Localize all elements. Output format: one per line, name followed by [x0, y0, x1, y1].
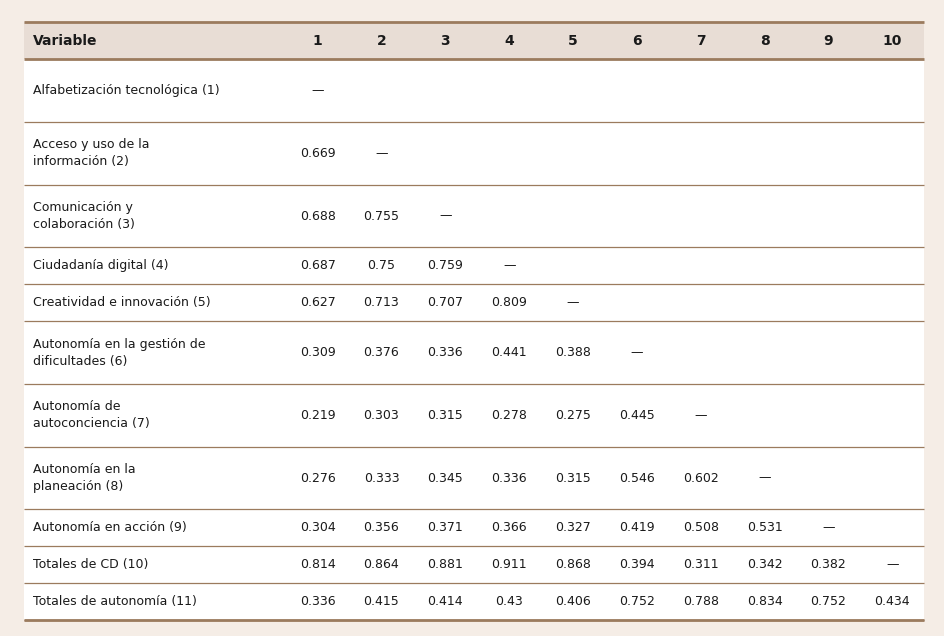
Text: 0.602: 0.602	[683, 471, 717, 485]
Text: 0.345: 0.345	[427, 471, 463, 485]
Bar	[24, 384, 923, 446]
Text: 0.311: 0.311	[683, 558, 717, 571]
Text: Autonomía de
autoconciencia (7): Autonomía de autoconciencia (7)	[33, 400, 150, 431]
Text: 0.414: 0.414	[427, 595, 463, 608]
Text: 0.309: 0.309	[299, 346, 335, 359]
Text: —: —	[821, 522, 834, 534]
Bar	[24, 122, 923, 184]
Text: 0.376: 0.376	[363, 346, 399, 359]
Text: 1: 1	[312, 34, 322, 48]
Text: 0.434: 0.434	[873, 595, 909, 608]
Bar	[24, 22, 923, 59]
Text: 0.508: 0.508	[682, 522, 718, 534]
Bar	[24, 184, 923, 247]
Text: 0.303: 0.303	[363, 409, 399, 422]
Text: Alfabetización tecnológica (1): Alfabetización tecnológica (1)	[33, 84, 219, 97]
Text: 0.75: 0.75	[367, 259, 395, 272]
Text: 0.356: 0.356	[363, 522, 399, 534]
Text: 0.788: 0.788	[682, 595, 718, 608]
Text: —: —	[694, 409, 706, 422]
Text: 0.382: 0.382	[810, 558, 846, 571]
Text: —: —	[566, 296, 579, 309]
Text: 0.864: 0.864	[363, 558, 399, 571]
Text: 0.43: 0.43	[495, 595, 522, 608]
Bar	[24, 59, 923, 122]
Text: Totales de CD (10): Totales de CD (10)	[33, 558, 148, 571]
Text: 0.327: 0.327	[554, 522, 590, 534]
Text: 0.752: 0.752	[810, 595, 846, 608]
Text: —: —	[502, 259, 514, 272]
Bar	[24, 509, 923, 546]
Text: 2: 2	[377, 34, 386, 48]
Text: 0.371: 0.371	[427, 522, 463, 534]
Text: 0.333: 0.333	[363, 471, 399, 485]
Text: 0.809: 0.809	[491, 296, 527, 309]
Text: 10: 10	[882, 34, 901, 48]
Text: 0.336: 0.336	[299, 595, 335, 608]
Text: 0.911: 0.911	[491, 558, 527, 571]
Text: 0.278: 0.278	[491, 409, 527, 422]
Text: 0.366: 0.366	[491, 522, 527, 534]
Text: Autonomía en acción (9): Autonomía en acción (9)	[33, 522, 187, 534]
Bar	[24, 583, 923, 620]
Text: 0.219: 0.219	[299, 409, 335, 422]
Text: 9: 9	[823, 34, 833, 48]
Text: 0.759: 0.759	[427, 259, 463, 272]
Bar	[24, 247, 923, 284]
Text: 0.415: 0.415	[363, 595, 399, 608]
Text: 6: 6	[632, 34, 641, 48]
Text: 0.687: 0.687	[299, 259, 335, 272]
Text: 0.315: 0.315	[554, 471, 590, 485]
Text: 0.336: 0.336	[491, 471, 527, 485]
Text: Variable: Variable	[33, 34, 97, 48]
Text: 0.688: 0.688	[299, 209, 335, 223]
Text: Autonomía en la
planeación (8): Autonomía en la planeación (8)	[33, 463, 136, 493]
Text: 0.707: 0.707	[427, 296, 463, 309]
Text: 0.445: 0.445	[618, 409, 654, 422]
Text: 0.419: 0.419	[618, 522, 654, 534]
Text: 0.669: 0.669	[299, 147, 335, 160]
Text: —: —	[439, 209, 451, 223]
Text: 0.336: 0.336	[427, 346, 463, 359]
Text: —: —	[311, 84, 324, 97]
Text: 0.315: 0.315	[427, 409, 463, 422]
Text: 0.546: 0.546	[618, 471, 654, 485]
Text: 0.304: 0.304	[299, 522, 335, 534]
Text: 0.388: 0.388	[554, 346, 590, 359]
Text: 0.752: 0.752	[618, 595, 654, 608]
Text: Autonomía en la gestión de
dificultades (6): Autonomía en la gestión de dificultades …	[33, 338, 206, 368]
Text: Ciudadanía digital (4): Ciudadanía digital (4)	[33, 259, 168, 272]
Text: 0.834: 0.834	[746, 595, 782, 608]
Bar	[24, 446, 923, 509]
Text: 0.276: 0.276	[299, 471, 335, 485]
Text: —: —	[757, 471, 770, 485]
Text: 3: 3	[440, 34, 449, 48]
Text: 7: 7	[695, 34, 705, 48]
Text: 0.868: 0.868	[554, 558, 590, 571]
Text: 0.275: 0.275	[554, 409, 590, 422]
Text: 0.441: 0.441	[491, 346, 527, 359]
Text: Totales de autonomía (11): Totales de autonomía (11)	[33, 595, 196, 608]
Text: 0.713: 0.713	[363, 296, 399, 309]
Text: 4: 4	[504, 34, 514, 48]
Text: 0.406: 0.406	[554, 595, 590, 608]
Text: 8: 8	[759, 34, 768, 48]
Text: 0.627: 0.627	[299, 296, 335, 309]
Bar	[24, 546, 923, 583]
Text: Creatividad e innovación (5): Creatividad e innovación (5)	[33, 296, 211, 309]
Text: 0.394: 0.394	[618, 558, 654, 571]
Text: 0.342: 0.342	[746, 558, 782, 571]
Text: Acceso y uso de la
información (2): Acceso y uso de la información (2)	[33, 138, 149, 169]
Text: 0.881: 0.881	[427, 558, 463, 571]
Text: —: —	[885, 558, 898, 571]
Text: 0.531: 0.531	[746, 522, 782, 534]
Text: 5: 5	[567, 34, 578, 48]
Bar	[24, 321, 923, 384]
Text: —: —	[630, 346, 643, 359]
Text: 0.814: 0.814	[299, 558, 335, 571]
Text: Comunicación y
colaboración (3): Comunicación y colaboración (3)	[33, 201, 135, 231]
Bar	[24, 284, 923, 321]
Text: —: —	[375, 147, 387, 160]
Text: 0.755: 0.755	[363, 209, 399, 223]
